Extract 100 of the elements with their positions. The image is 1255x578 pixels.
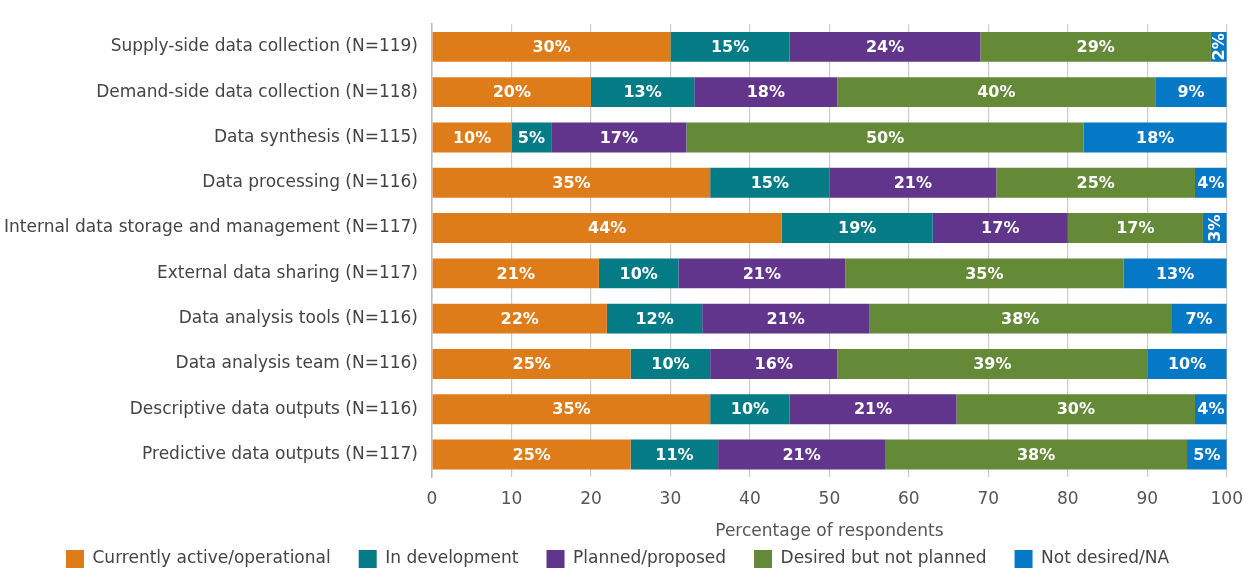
x-tick-label: 40 bbox=[739, 487, 761, 508]
bar bbox=[670, 31, 790, 62]
bar bbox=[789, 31, 981, 62]
y-tick-label: Data processing (N=116) bbox=[202, 171, 418, 192]
data-label: 25% bbox=[512, 444, 551, 464]
bar bbox=[781, 213, 933, 243]
data-label: 13% bbox=[1155, 263, 1195, 283]
bar bbox=[829, 167, 997, 198]
data-label: 40% bbox=[977, 82, 1016, 102]
data-label: 25% bbox=[512, 354, 551, 374]
bar bbox=[932, 213, 1068, 243]
bar bbox=[551, 122, 687, 153]
bar bbox=[432, 77, 591, 108]
bar bbox=[710, 349, 838, 379]
data-label: 38% bbox=[1000, 308, 1040, 328]
y-tick-label: External data sharing (N=117) bbox=[156, 261, 418, 282]
data-label: 17% bbox=[981, 218, 1020, 238]
data-label: 21% bbox=[766, 308, 805, 328]
legend-label: Desired but not planned bbox=[780, 547, 987, 568]
bar bbox=[432, 349, 631, 379]
data-label: 39% bbox=[973, 354, 1012, 374]
data-label: 17% bbox=[1116, 218, 1155, 238]
data-label: 50% bbox=[865, 127, 905, 147]
bar bbox=[702, 303, 870, 334]
data-label: 4% bbox=[1197, 399, 1225, 419]
legend-label: In development bbox=[385, 547, 519, 568]
data-label: 24% bbox=[865, 37, 905, 57]
bar bbox=[837, 77, 1156, 108]
data-label: 38% bbox=[1016, 444, 1056, 464]
data-label: 13% bbox=[623, 82, 662, 102]
bar bbox=[1067, 213, 1203, 243]
bar bbox=[885, 439, 1188, 470]
y-tick-label: Data analysis team (N=116) bbox=[175, 352, 418, 373]
data-label: 25% bbox=[1076, 172, 1115, 192]
x-tick-label: 50 bbox=[818, 487, 841, 508]
data-label: 10% bbox=[619, 263, 658, 283]
data-label: 5% bbox=[1193, 444, 1221, 464]
bar bbox=[1123, 258, 1227, 289]
data-label: 35% bbox=[965, 263, 1004, 283]
bar bbox=[606, 303, 703, 334]
data-label: 21% bbox=[782, 444, 821, 464]
y-tick-label: Predictive data outputs (N=117) bbox=[142, 442, 418, 463]
bar bbox=[432, 258, 599, 289]
y-tick-label: Data analysis tools (N=116) bbox=[178, 307, 418, 328]
bar bbox=[710, 167, 830, 198]
bar bbox=[432, 167, 711, 198]
x-tick-label: 80 bbox=[1057, 487, 1079, 508]
bar bbox=[432, 394, 711, 425]
data-label: 15% bbox=[710, 37, 750, 57]
x-axis-title: Percentage of respondents bbox=[715, 520, 944, 541]
x-tick-label: 10 bbox=[500, 487, 523, 508]
data-label: 16% bbox=[754, 354, 793, 374]
data-label: 7% bbox=[1185, 308, 1213, 328]
data-label: 44% bbox=[588, 218, 627, 238]
bar bbox=[678, 258, 846, 289]
data-label: 29% bbox=[1076, 37, 1115, 57]
data-label: 12% bbox=[635, 308, 674, 328]
data-label: 10% bbox=[730, 399, 770, 419]
legend-label: Currently active/operational bbox=[92, 547, 331, 568]
data-label: 21% bbox=[496, 263, 535, 283]
bar bbox=[980, 31, 1211, 62]
data-label: 15% bbox=[750, 172, 789, 192]
x-tick-label: 30 bbox=[659, 487, 682, 508]
data-label: 10% bbox=[452, 127, 492, 147]
y-tick-label: Internal data storage and management (N=117) bbox=[4, 216, 418, 237]
bar bbox=[789, 394, 957, 425]
data-label: 22% bbox=[500, 308, 539, 328]
data-label: 19% bbox=[838, 218, 877, 238]
bar bbox=[996, 167, 1195, 198]
legend-label: Planned/proposed bbox=[573, 547, 727, 568]
bar bbox=[837, 349, 1148, 379]
data-label: 18% bbox=[1136, 127, 1175, 147]
y-tick-label: Supply-side data collection (N=119) bbox=[110, 35, 418, 56]
x-tick-label: 100 bbox=[1210, 487, 1243, 508]
bar bbox=[432, 303, 607, 334]
data-label: 2% bbox=[1208, 33, 1228, 61]
data-label: 35% bbox=[552, 399, 591, 419]
data-label: 9% bbox=[1177, 82, 1205, 102]
data-label: 4% bbox=[1197, 172, 1225, 192]
x-tick-label: 60 bbox=[898, 487, 920, 508]
y-tick-label: Demand-side data collection (N=118) bbox=[96, 80, 418, 101]
data-label: 17% bbox=[599, 127, 638, 147]
y-tick-label: Data synthesis (N=115) bbox=[213, 125, 418, 146]
x-tick-label: 70 bbox=[977, 487, 1000, 508]
data-label: 21% bbox=[742, 263, 781, 283]
bar bbox=[694, 77, 838, 108]
x-tick-label: 90 bbox=[1136, 487, 1159, 508]
bar bbox=[845, 258, 1124, 289]
data-label: 21% bbox=[853, 399, 893, 419]
y-tick-label: Descriptive data outputs (N=116) bbox=[129, 397, 418, 418]
data-label: 11% bbox=[655, 444, 694, 464]
data-label: 20% bbox=[492, 82, 531, 102]
bar bbox=[686, 122, 1084, 153]
data-label: 3% bbox=[1205, 214, 1225, 242]
data-label: 30% bbox=[532, 37, 571, 57]
data-label: 30% bbox=[1056, 399, 1095, 419]
bar bbox=[1155, 77, 1227, 108]
bar bbox=[718, 439, 886, 470]
bar bbox=[869, 303, 1172, 334]
data-label: 5% bbox=[517, 127, 545, 147]
